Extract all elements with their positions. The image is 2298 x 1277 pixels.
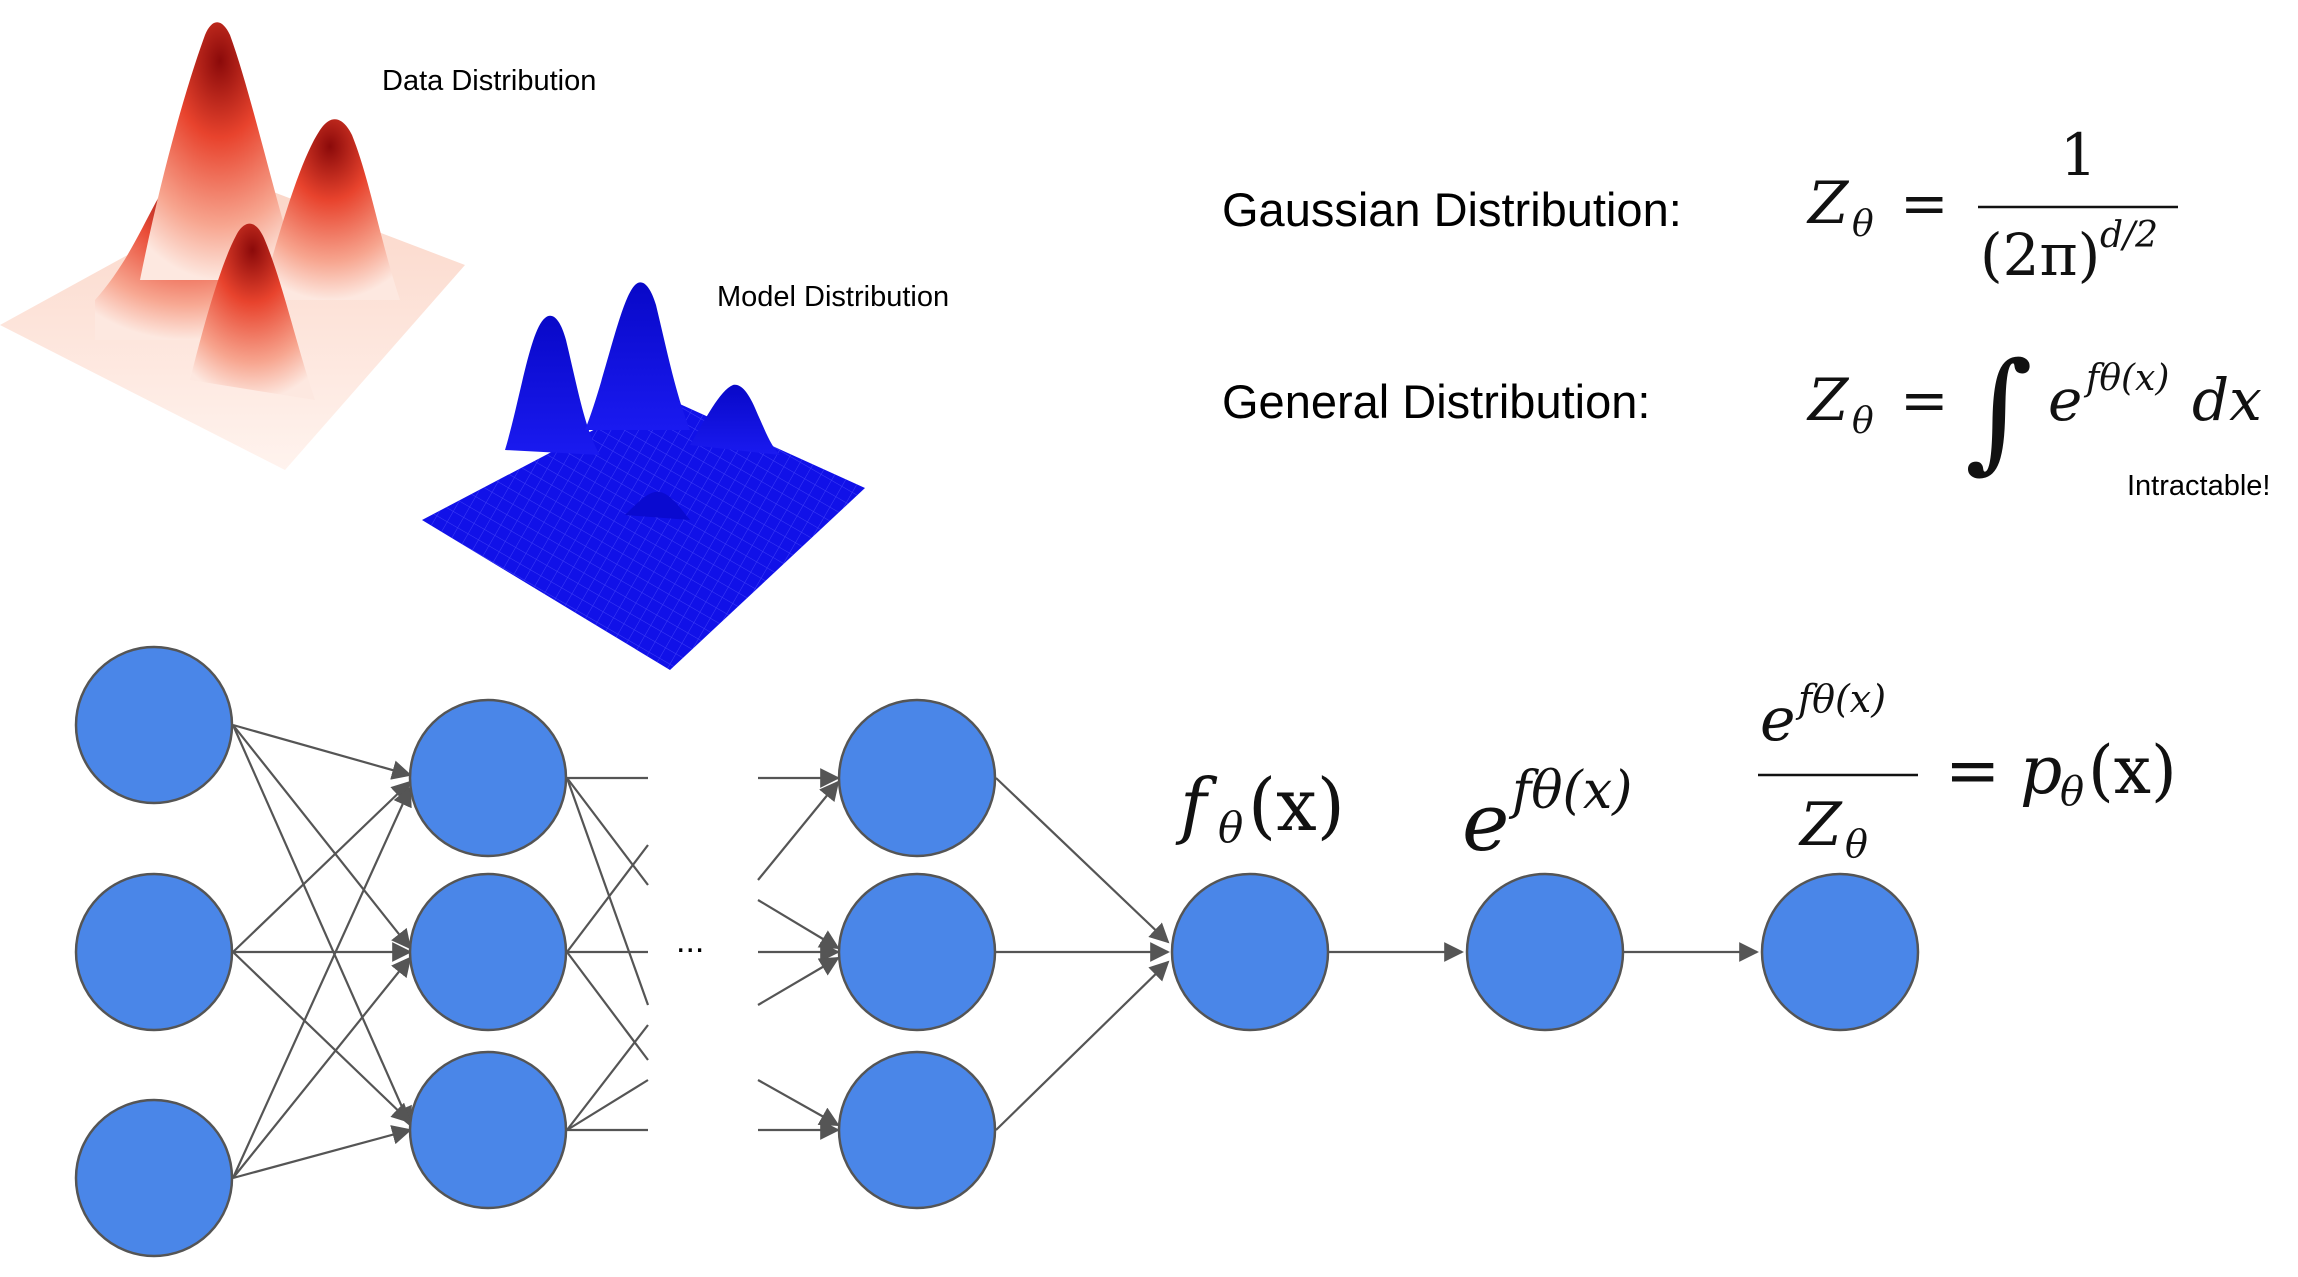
- general-partition-formula: Z θ = ∫ e fθ(x) dx: [1806, 334, 2262, 486]
- z-theta-symbol-general: Z: [1806, 366, 1850, 434]
- integral-sign: ∫: [1965, 334, 2033, 486]
- input-node-2: [74, 872, 234, 1032]
- network-edges: [231, 723, 1759, 1180]
- f-theta-node: [1170, 872, 1330, 1032]
- numerator-one: 1: [2060, 121, 2097, 189]
- p-equals-sign: =: [1945, 732, 2000, 809]
- dx-differential: dx: [2192, 366, 2262, 434]
- general-distribution-label: General Distribution:: [1222, 375, 1650, 428]
- hidden1-node-3: [408, 1050, 568, 1210]
- gaussian-partition-formula: Z θ = 1 (2π) d/2: [1806, 121, 2178, 289]
- exp-node: [1465, 872, 1625, 1032]
- frac-z-theta-subscript: θ: [1845, 822, 1868, 866]
- f-paren-x: (x): [1248, 763, 1345, 847]
- two-pi: (2π): [1980, 221, 2100, 289]
- hidden1-node-2: [408, 872, 568, 1032]
- p-theta-subscript: θ: [2060, 769, 2084, 815]
- equals-sign-general: =: [1900, 366, 1949, 434]
- data-distribution-surface: [0, 22, 465, 470]
- f-theta-subscript: θ: [1218, 803, 1243, 852]
- exp-e-symbol: e: [1462, 776, 1509, 869]
- d-over-2-exponent: d/2: [2100, 215, 2158, 256]
- p-symbol: p: [2020, 732, 2062, 809]
- theta-subscript: θ: [1852, 204, 1874, 245]
- equals-sign: =: [1900, 169, 1949, 237]
- data-distribution-label: Data Distribution: [382, 65, 596, 97]
- hidden1-node-1: [408, 698, 568, 858]
- z-theta-symbol: Z: [1806, 169, 1850, 237]
- exp-f-theta-label: e fθ(x): [1462, 761, 1632, 869]
- frac-f-theta-exponent: fθ(x): [1795, 677, 1886, 721]
- hidden2-node-3: [837, 1050, 997, 1210]
- hidden2-node-2: [837, 872, 997, 1032]
- f-theta-label: f θ (x): [1175, 763, 1345, 852]
- input-node-3: [74, 1098, 234, 1258]
- f-symbol: f: [1175, 763, 1218, 847]
- exp-f-theta-exponent: fθ(x): [1508, 761, 1632, 821]
- frac-z-symbol: Z: [1798, 790, 1843, 860]
- f-theta-x-exponent: fθ(x): [2083, 358, 2169, 399]
- p-theta-node: [1760, 872, 1920, 1032]
- network-nodes: [74, 645, 1920, 1258]
- model-distribution-surface: [422, 282, 865, 670]
- intractable-note: Intractable!: [2127, 470, 2270, 502]
- model-distribution-label: Model Distribution: [717, 281, 949, 313]
- exp-base: e: [2048, 366, 2082, 434]
- frac-e-symbol: e: [1760, 685, 1796, 755]
- p-theta-label: e fθ(x) Z θ = p θ (x): [1758, 677, 2177, 866]
- input-node-1: [74, 645, 234, 805]
- theta-subscript-general: θ: [1852, 401, 1874, 442]
- gaussian-distribution-label: Gaussian Distribution:: [1222, 183, 1682, 236]
- p-paren-x: (x): [2088, 732, 2177, 809]
- layers-ellipsis: ...: [676, 922, 704, 960]
- hidden2-node-1: [837, 698, 997, 858]
